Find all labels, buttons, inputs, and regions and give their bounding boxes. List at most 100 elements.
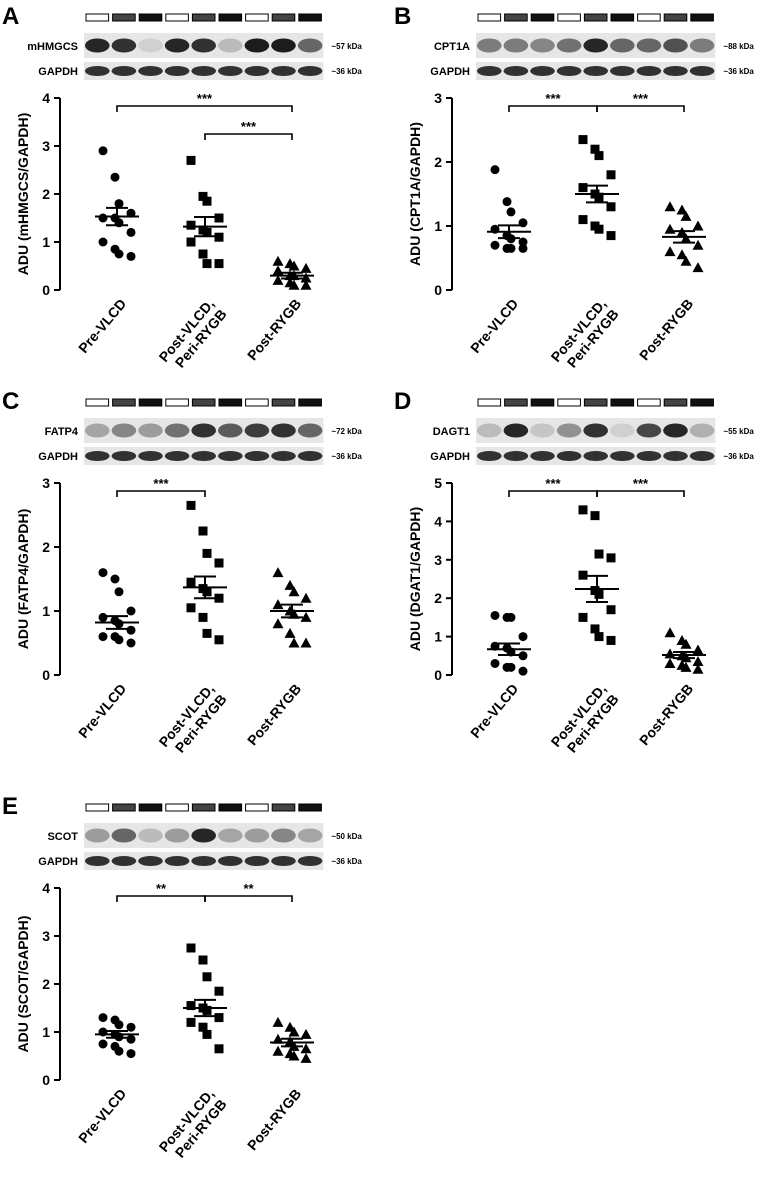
data-point (692, 220, 704, 231)
data-point (186, 237, 196, 247)
data-point (664, 223, 676, 234)
blot-band (610, 423, 635, 438)
data-point (692, 262, 704, 273)
blot-band (297, 38, 323, 53)
data-point (594, 632, 604, 642)
blot-band (271, 450, 296, 462)
lane-key (138, 398, 163, 407)
blot-band (477, 450, 502, 462)
y-tick-label: 3 (42, 928, 50, 944)
data-point (202, 587, 212, 597)
protein-size: ~72 kDa (331, 427, 362, 436)
data-point (300, 262, 312, 273)
lane-key (610, 398, 635, 407)
data-point (114, 1020, 124, 1030)
lane-key (530, 13, 555, 22)
significance-label: ** (156, 881, 167, 896)
data-point (676, 249, 688, 260)
lane-key (85, 803, 110, 812)
lane-key (112, 398, 136, 407)
data-point (98, 568, 108, 578)
data-point (518, 666, 528, 676)
sem-bar (281, 271, 303, 280)
y-axis-label: ADU (SCOT/GAPDH) (15, 916, 31, 1053)
blot-band (111, 828, 137, 843)
data-point (594, 192, 604, 202)
blot-band (138, 450, 163, 462)
blot-band (191, 65, 216, 77)
data-point (186, 577, 196, 587)
protein-label: DAGT1 (433, 426, 470, 438)
protein-label: FATP4 (45, 426, 79, 438)
blot-band (138, 855, 163, 867)
lane-key (298, 13, 322, 22)
data-point (126, 606, 136, 616)
y-tick-label: 0 (42, 282, 50, 298)
protein-size: ~55 kDa (723, 427, 754, 436)
blot-band (138, 828, 163, 843)
data-point (198, 955, 208, 965)
y-tick-label: 3 (42, 475, 50, 491)
lane-key (165, 803, 189, 812)
blot-band (556, 38, 582, 53)
lane-key (271, 398, 296, 407)
blot-band (689, 38, 715, 53)
y-tick-label: 3 (434, 552, 442, 568)
lane-key (663, 398, 688, 407)
sem-bar (281, 603, 303, 619)
data-point (198, 191, 208, 201)
data-point (692, 644, 704, 655)
significance-label: *** (153, 476, 169, 491)
data-point (680, 638, 692, 649)
sem-bar (194, 216, 216, 238)
data-point (606, 635, 616, 645)
data-point (506, 662, 516, 672)
data-point (606, 231, 616, 241)
sem-bar (281, 1037, 303, 1048)
y-tick-label: 2 (42, 186, 50, 202)
lane-key (245, 803, 269, 812)
data-point (202, 548, 212, 558)
data-point (272, 1033, 284, 1044)
lane-key (112, 13, 136, 22)
blot-band (85, 450, 110, 462)
panel: C FATP4 ~72 kDa GAPDH ~36 kDa 0 1 2 3 ADU (FATP4/… (2, 388, 362, 761)
lane-key (191, 803, 216, 812)
data-point (126, 251, 136, 261)
blot-band (85, 828, 110, 843)
blot-band (164, 828, 190, 843)
blot-band (583, 450, 608, 462)
sem-bar (106, 1030, 128, 1039)
y-tick-label: 0 (434, 282, 442, 298)
data-point (202, 628, 212, 638)
lane-key (557, 398, 581, 407)
data-point (202, 196, 212, 206)
blot-band (556, 65, 582, 77)
data-point (126, 227, 136, 237)
data-point (198, 249, 208, 259)
data-point (214, 635, 224, 645)
data-point (578, 183, 588, 193)
sem-bar (673, 650, 695, 660)
panel-letter: C (2, 388, 19, 415)
data-point (490, 240, 500, 250)
blot-band (218, 38, 243, 53)
blot-band (636, 450, 662, 462)
x-tick-label: Post-RYGB (636, 296, 696, 364)
x-tick-label: Post-VLCD,Peri-RYGB (156, 681, 230, 761)
lane-key (271, 13, 296, 22)
data-point (288, 1050, 300, 1061)
data-point (692, 663, 704, 674)
data-point (186, 1001, 196, 1011)
data-point (288, 637, 300, 648)
data-point (214, 1044, 224, 1054)
data-point (692, 656, 704, 667)
data-point (502, 197, 512, 207)
blot-band (503, 65, 529, 77)
blot-band (610, 450, 635, 462)
blot-band (663, 450, 688, 462)
significance-label: *** (197, 91, 213, 106)
blot-band (663, 65, 688, 77)
data-point (518, 218, 528, 228)
panel-letter: B (394, 3, 411, 30)
